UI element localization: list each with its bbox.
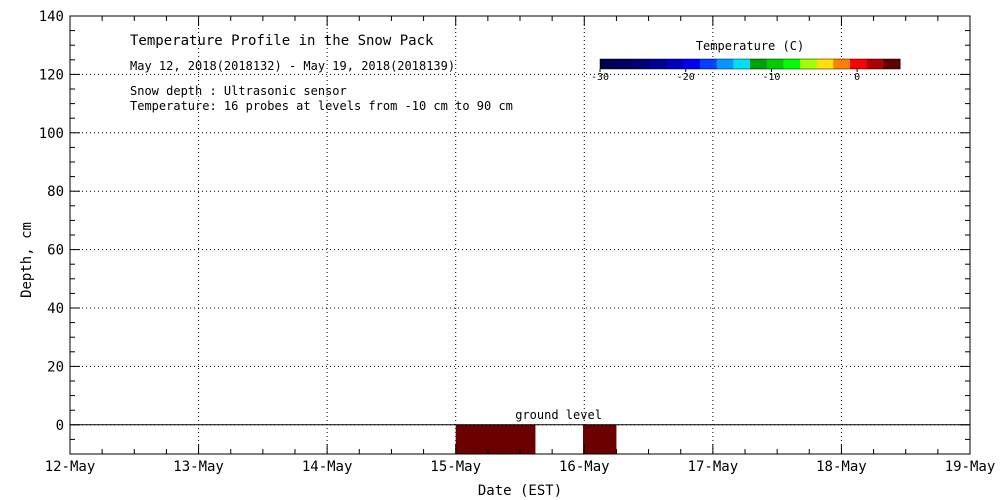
y-tick-label: 80 <box>47 184 64 200</box>
colorbar-swatch <box>783 59 801 69</box>
colorbar-swatch <box>716 59 734 69</box>
ground-level-label: ground level <box>515 408 602 422</box>
colorbar-label: Temperature (C) <box>696 39 804 53</box>
y-tick-label: 60 <box>47 243 64 259</box>
colorbar-tick-label: -20 <box>677 72 695 83</box>
y-tick-label: 0 <box>56 418 64 434</box>
colorbar-tick-label: -10 <box>762 72 780 83</box>
colorbar-swatch <box>750 59 768 69</box>
y-tick-label: 100 <box>39 126 64 142</box>
y-axis-label: Depth, cm <box>19 222 35 298</box>
y-axis: 0 20 40 60 80 100 120 140 <box>39 9 970 455</box>
note-temperature: Temperature: 16 probes at levels from -1… <box>130 99 513 113</box>
colorbar-tick-label: -30 <box>591 72 609 83</box>
y-tick-label: 20 <box>47 359 64 375</box>
temperature-cell <box>455 424 536 454</box>
colorbar-swatch <box>800 59 818 69</box>
x-tick-label: 12-May <box>45 459 96 475</box>
colorbar-swatch <box>700 59 718 69</box>
colorbar-tick-label: 0 <box>854 72 860 83</box>
colorbar-frame <box>599 58 901 70</box>
x-tick-label: 15-May <box>430 459 481 475</box>
grid-lines <box>70 16 970 454</box>
x-tick-label: 18-May <box>816 459 867 475</box>
temperature-colorbar: -30 -20 -10 0 <box>591 58 901 83</box>
y-tick-label: 120 <box>39 67 64 83</box>
colorbar-swatch <box>766 59 784 69</box>
x-tick-label: 16-May <box>559 459 610 475</box>
chart-subtitle: May 12, 2018(2018132) - May 19, 2018(201… <box>130 59 455 73</box>
colorbar-swatch <box>650 59 668 69</box>
colorbar-swatch <box>850 59 868 69</box>
chart-title: Temperature Profile in the Snow Pack <box>130 33 434 49</box>
x-tick-label: 14-May <box>302 459 353 475</box>
colorbar-swatch <box>600 59 618 69</box>
x-axis: 12-May 13-May 14-May 15-May 16-May 17-May 18-M… <box>45 16 996 475</box>
colorbar-swatch <box>616 59 634 69</box>
colorbar-swatch <box>833 59 851 69</box>
colorbar-swatch <box>866 59 884 69</box>
plot-frame <box>69 15 971 455</box>
y-tick-label: 40 <box>47 301 64 317</box>
colorbar-swatch <box>733 59 751 69</box>
colorbar-swatch <box>633 59 651 69</box>
colorbar-swatch <box>816 59 834 69</box>
x-tick-label: 13-May <box>173 459 224 475</box>
temperature-cell <box>583 424 617 454</box>
y-tick-label: 140 <box>39 9 64 25</box>
temperature-cells <box>455 424 617 454</box>
note-snow-depth: Snow depth : Ultrasonic sensor <box>130 84 347 98</box>
x-tick-label: 19-May <box>945 459 996 475</box>
x-axis-label: Date (EST) <box>478 483 562 499</box>
colorbar-swatch <box>666 59 684 69</box>
x-tick-label: 17-May <box>688 459 739 475</box>
colorbar-swatch <box>683 59 701 69</box>
colorbar-swatch <box>883 59 901 69</box>
